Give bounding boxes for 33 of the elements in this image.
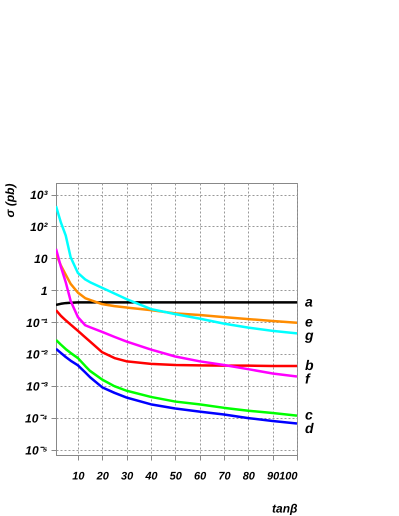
series-label: a <box>305 293 313 310</box>
x-tick-label: 50 <box>170 470 183 482</box>
x-tick-label: 90 <box>267 470 280 482</box>
line-series <box>56 348 297 425</box>
y-tick-label: 10⁻⁴ <box>25 412 48 426</box>
y-tick-label: 10³ <box>30 188 49 202</box>
y-tick-label: 10⁻³ <box>26 380 49 394</box>
y-axis-title: σ (pb) <box>3 184 18 218</box>
series-label: d <box>305 420 314 436</box>
series-label: c <box>305 406 313 423</box>
line-series <box>56 308 297 368</box>
x-tick-label: 40 <box>144 470 158 482</box>
series-label: b <box>305 356 314 373</box>
y-tick-label: 10⁻¹ <box>26 316 48 330</box>
series-label: g <box>304 327 314 344</box>
x-tick-label: 10 <box>72 470 86 482</box>
x-tick-label: 30 <box>120 470 134 482</box>
x-tick-label: 20 <box>96 470 110 482</box>
x-tick-label: 80 <box>242 470 256 482</box>
line-series <box>56 204 297 335</box>
y-tick-label: 10⁻⁵ <box>25 444 48 458</box>
x-tick-label: 100 <box>279 470 298 482</box>
y-tick-label: 1 <box>40 284 48 298</box>
y-tick-label: 10 <box>34 252 48 266</box>
line-series <box>56 248 297 378</box>
x-axis-title: tanβ <box>272 502 298 516</box>
y-tick-label: 10⁻² <box>26 348 49 362</box>
x-tick-label: 60 <box>194 470 208 482</box>
x-tick-label: 70 <box>218 470 232 482</box>
y-tick-label: 10² <box>30 220 49 234</box>
series-label: e <box>305 314 313 330</box>
series-label: f <box>305 370 311 386</box>
line-series <box>56 338 297 417</box>
